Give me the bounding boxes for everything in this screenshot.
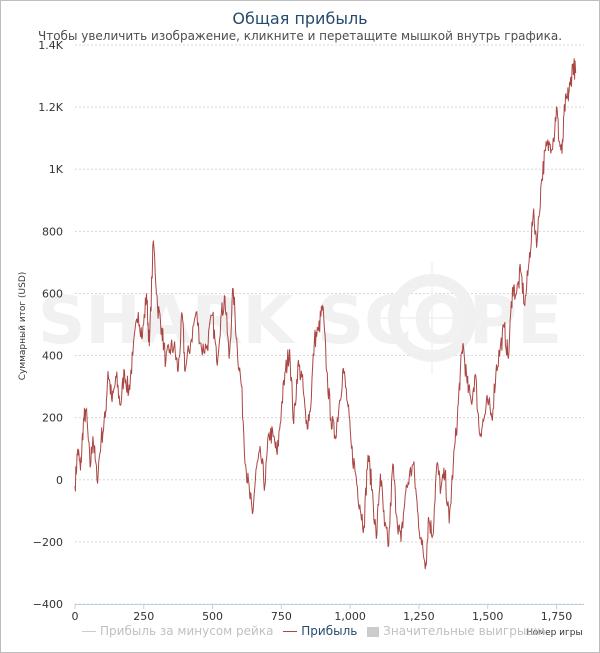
legend-symbol-line-icon <box>283 631 298 632</box>
y-axis-label: Суммарный итог (USD) <box>18 271 28 381</box>
y-tick-label: 800 <box>42 225 63 238</box>
chart-subtitle: Чтобы увеличить изображение, кликните и … <box>37 29 563 43</box>
x-tick-label: 1,500 <box>472 610 504 623</box>
legend-symbol-line-icon <box>82 631 96 632</box>
legend: Прибыль за минусом рейка Прибыль Значите… <box>82 624 551 638</box>
scope-watermark-icon <box>376 262 488 374</box>
series-line-profit <box>74 58 577 570</box>
y-tick-label: 400 <box>42 350 63 363</box>
y-tick-label: 600 <box>42 287 63 300</box>
y-tick-label: −400 <box>33 598 63 611</box>
legend-label: Значительные выигрыши <box>383 624 546 638</box>
x-axis-label: Номер игры <box>526 628 583 638</box>
chart-title: Общая прибыль <box>232 9 368 28</box>
y-tick-label: 0 <box>56 474 63 487</box>
x-tick-label: 250 <box>133 610 154 623</box>
legend-symbol-box-icon <box>367 626 380 637</box>
x-tick-label: 1,750 <box>541 610 573 623</box>
y-tick-label: 1.4K <box>38 39 63 52</box>
legend-label: Прибыль <box>301 624 358 638</box>
legend-item-net-profit[interactable]: Прибыль за минусом рейка <box>82 624 273 638</box>
y-tick-label: 1K <box>49 163 64 176</box>
x-tick-label: 1,000 <box>334 610 366 623</box>
legend-item-big-wins[interactable]: Значительные выигрыши <box>367 624 545 638</box>
y-tick-label: 200 <box>42 412 63 425</box>
y-tick-label: 1.2K <box>38 101 63 114</box>
x-tick-label: 1,250 <box>403 610 435 623</box>
watermark: SHARK SCOPE <box>38 282 562 359</box>
x-tick-label: 0 <box>72 610 79 623</box>
legend-item-profit[interactable]: Прибыль <box>283 624 357 638</box>
x-tick-label: 500 <box>202 610 223 623</box>
x-tick-label: 750 <box>271 610 292 623</box>
y-tick-label: −200 <box>33 536 63 549</box>
legend-label: Прибыль за минусом рейка <box>100 624 274 638</box>
